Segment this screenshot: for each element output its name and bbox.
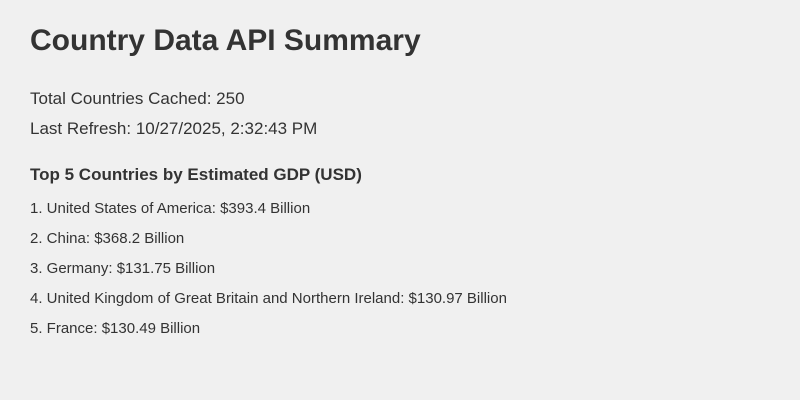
top-gdp-list: 1. United States of America: $393.4 Bill…: [30, 194, 770, 344]
top-gdp-heading: Top 5 Countries by Estimated GDP (USD): [30, 165, 362, 184]
total-countries-cached: Total Countries Cached: 250: [30, 89, 245, 108]
top-gdp-item-4: 4. United Kingdom of Great Britain and N…: [30, 290, 507, 307]
top-gdp-item-1: 1. United States of America: $393.4 Bill…: [30, 200, 311, 217]
top-gdp-item-3: 3. Germany: $131.75 Billion: [30, 260, 216, 277]
top-gdp-item-2: 2. China: $368.2 Billion: [30, 230, 185, 247]
last-refresh: Last Refresh: 10/27/2025, 2:32:43 PM: [30, 119, 318, 138]
stats-block: Total Countries Cached: 250 Last Refresh…: [30, 84, 770, 144]
top-gdp-item-5: 5. France: $130.49 Billion: [30, 320, 201, 337]
page-title: Country Data API Summary: [30, 24, 421, 57]
